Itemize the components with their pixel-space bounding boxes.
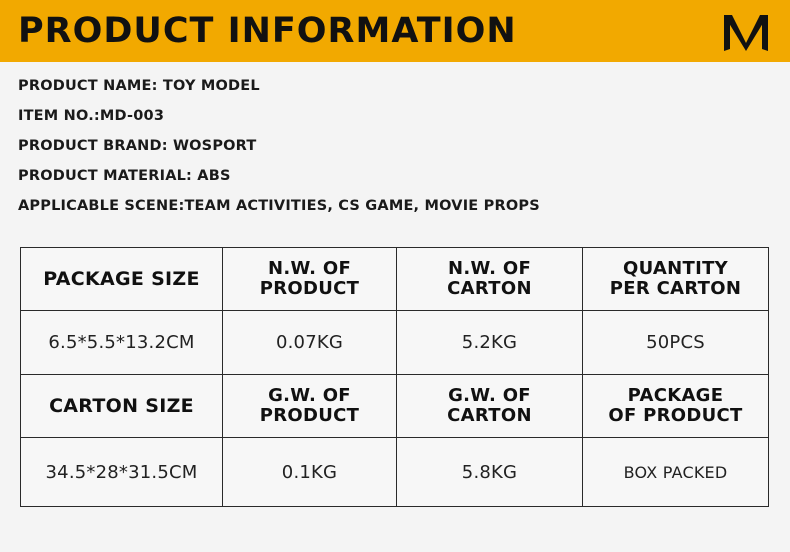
gw-product-value: 0.1KG bbox=[222, 437, 397, 507]
header-banner: PRODUCT INFORMATION bbox=[0, 0, 790, 62]
gw-product-header: G.W. OF PRODUCT bbox=[222, 373, 397, 439]
gw-carton-value: 5.8KG bbox=[396, 437, 583, 507]
nw-product-header: N.W. OF PRODUCT bbox=[222, 246, 397, 312]
product-name-line: PRODUCT NAME: TOY MODEL bbox=[18, 78, 260, 94]
nw-carton-header: N.W. OF CARTON bbox=[396, 246, 583, 312]
package-of-product-value: BOX PACKED bbox=[582, 437, 769, 507]
spec-table: PACKAGE SIZE N.W. OF PRODUCT N.W. OF CAR… bbox=[20, 246, 769, 507]
table-row: PACKAGE SIZE N.W. OF PRODUCT N.W. OF CAR… bbox=[20, 246, 769, 312]
nw-product-value: 0.07KG bbox=[222, 310, 397, 375]
table-row: CARTON SIZE G.W. OF PRODUCT G.W. OF CART… bbox=[20, 373, 769, 439]
w-brand-logo-icon bbox=[724, 15, 768, 51]
item-number-line: ITEM NO.:MD-003 bbox=[18, 108, 165, 124]
package-of-product-header: PACKAGE OF PRODUCT bbox=[582, 373, 769, 439]
table-row: 34.5*28*31.5CM 0.1KG 5.8KG BOX PACKED bbox=[20, 437, 769, 507]
applicable-scene-line: APPLICABLE SCENE:TEAM ACTIVITIES, CS GAM… bbox=[18, 198, 540, 214]
carton-size-header: CARTON SIZE bbox=[20, 373, 223, 439]
package-size-value: 6.5*5.5*13.2CM bbox=[20, 310, 223, 375]
quantity-per-carton-header: QUANTITY PER CARTON bbox=[582, 246, 769, 312]
page-title: PRODUCT INFORMATION bbox=[18, 11, 517, 51]
package-size-header: PACKAGE SIZE bbox=[20, 246, 223, 312]
quantity-per-carton-value: 50PCS bbox=[582, 310, 769, 375]
gw-carton-header: G.W. OF CARTON bbox=[396, 373, 583, 439]
product-material-line: PRODUCT MATERIAL: ABS bbox=[18, 168, 231, 184]
nw-carton-value: 5.2KG bbox=[396, 310, 583, 375]
table-row: 6.5*5.5*13.2CM 0.07KG 5.2KG 50PCS bbox=[20, 310, 769, 375]
product-brand-line: PRODUCT BRAND: WOSPORT bbox=[18, 138, 257, 154]
carton-size-value: 34.5*28*31.5CM bbox=[20, 437, 223, 507]
